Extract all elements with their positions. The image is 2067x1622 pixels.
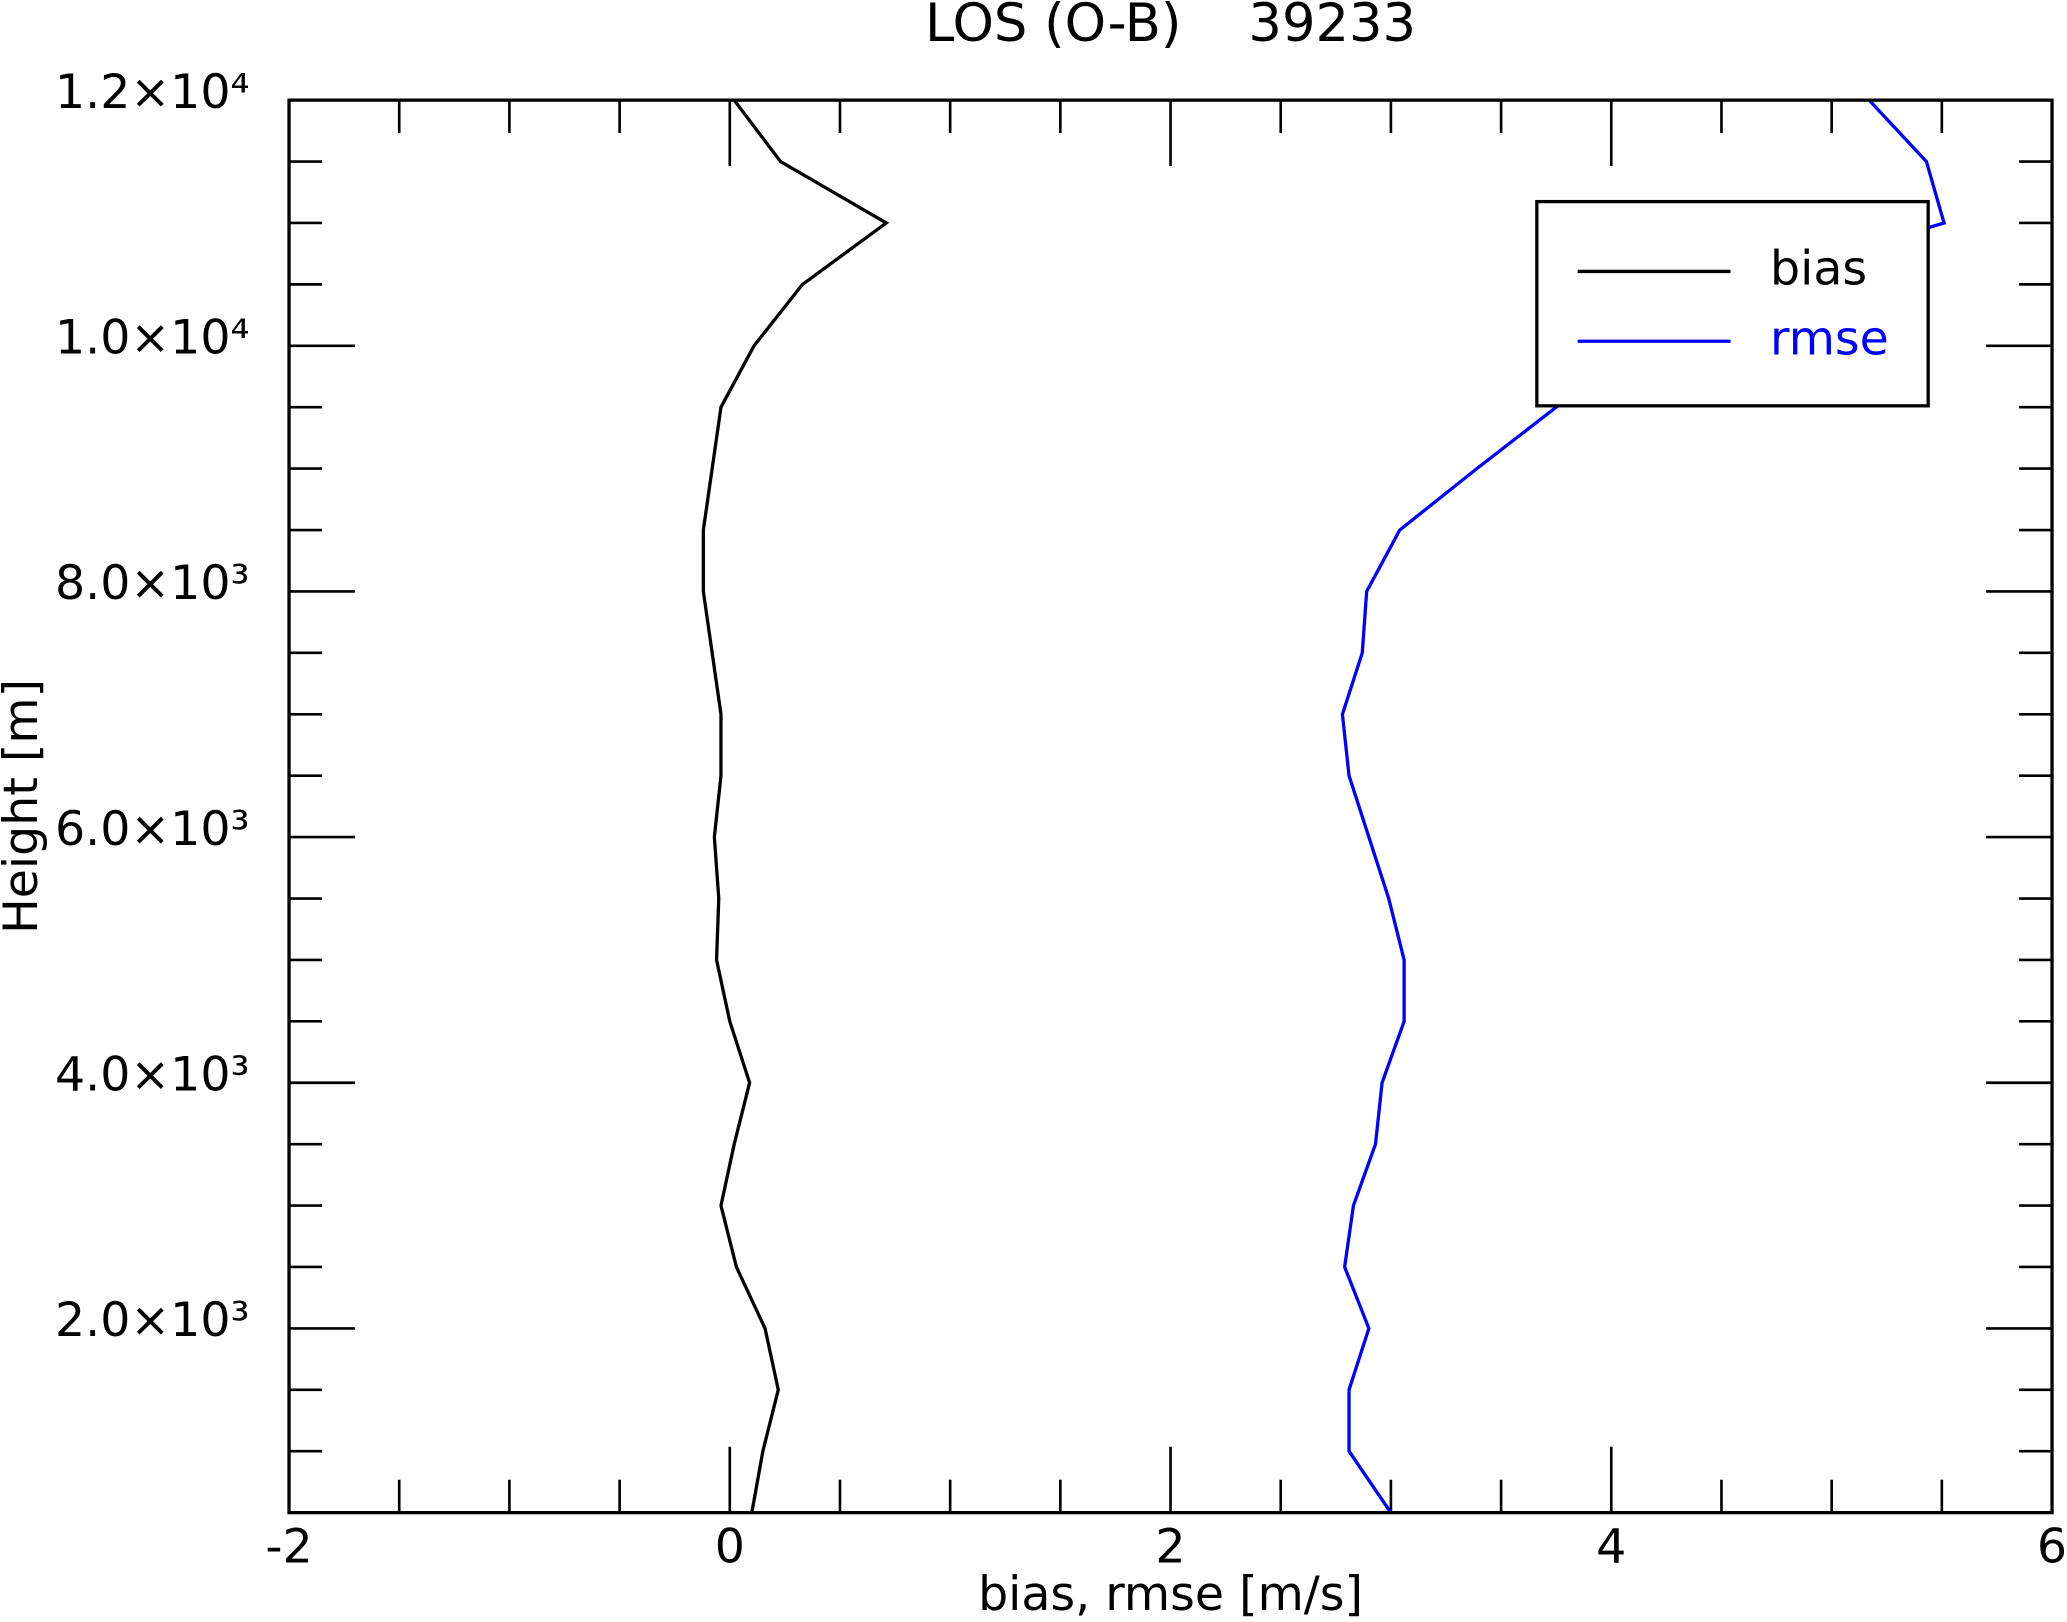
y-tick-label: 6.0×10³ [55, 802, 250, 857]
legend: bias rmse [1535, 199, 1930, 408]
plot-frame [287, 98, 2054, 1515]
legend-box [1535, 199, 1930, 408]
y-tick-label: 1.2×10⁴ [55, 65, 250, 120]
x-tick-label: 6 [2037, 1520, 2067, 1575]
x-tick-label: 0 [715, 1520, 745, 1575]
y-tick-label: 1.0×10⁴ [55, 311, 250, 366]
y-axis-label: Height [m] [0, 679, 49, 934]
chart-title: LOS (O-B) 39233 [925, 0, 1416, 54]
x-tick-label: -2 [265, 1520, 312, 1575]
x-axis-label: bias, rmse [m/s] [978, 1567, 1363, 1622]
y-tick-label: 2.0×10³ [55, 1293, 250, 1348]
y-tick-label: 8.0×10³ [55, 556, 250, 611]
x-tick-label: 2 [1155, 1520, 1185, 1575]
legend-label: rmse [1770, 311, 1889, 366]
legend-label: bias [1770, 241, 1867, 296]
y-tick-label: 4.0×10³ [55, 1047, 250, 1102]
data-line [701, 99, 890, 1513]
x-tick-label: 4 [1596, 1520, 1626, 1575]
